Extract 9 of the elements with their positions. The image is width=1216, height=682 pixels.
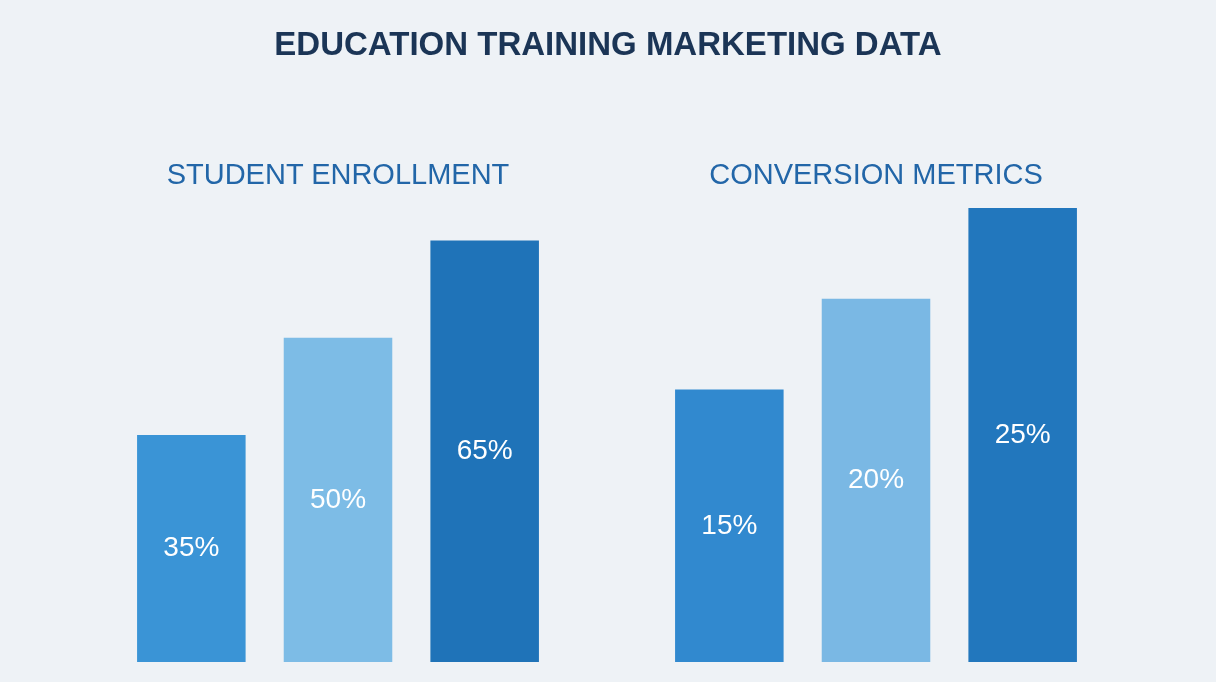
data-label: 35% xyxy=(163,531,220,563)
data-label: 15% xyxy=(701,508,758,540)
data-label: 20% xyxy=(847,463,905,495)
chart-title: CONVERSION METRICS xyxy=(708,157,1044,192)
data-label: 50% xyxy=(309,482,367,514)
data-label: 65% xyxy=(456,433,513,465)
text: EDUCATION TRAINING MARKETING DATA xyxy=(274,24,942,64)
chart-title: STUDENT ENROLLMENT xyxy=(165,157,511,192)
data-label: 25% xyxy=(994,417,1051,449)
